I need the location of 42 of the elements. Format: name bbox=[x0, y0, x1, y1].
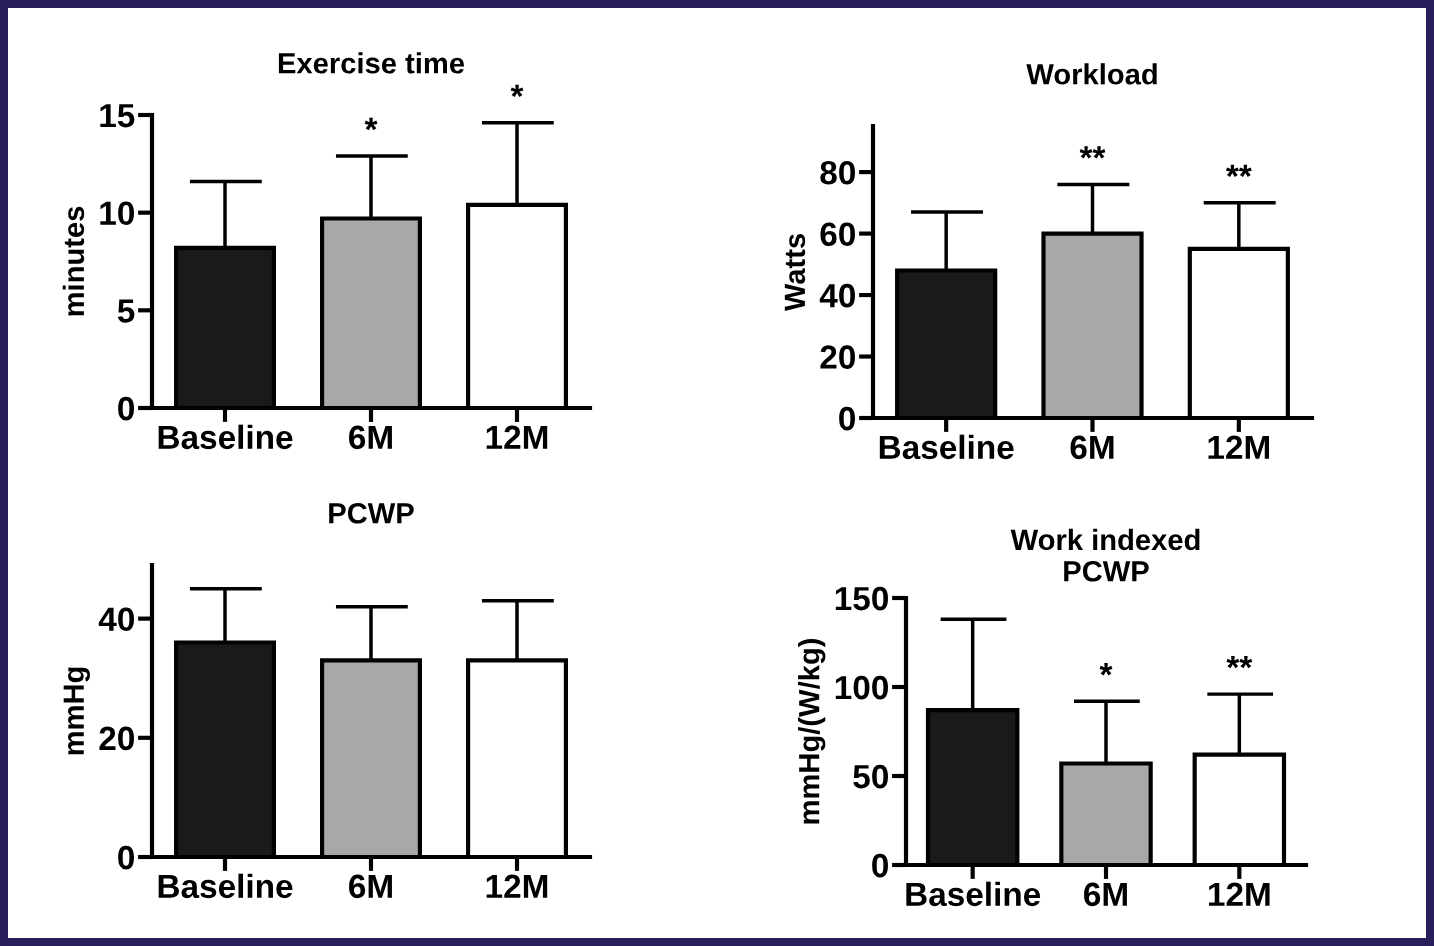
x-tick-label: Baseline bbox=[158, 873, 293, 899]
x-tick-label: 12M bbox=[486, 425, 548, 449]
y-axis-title: mmHg/(W/kg) bbox=[798, 638, 826, 824]
chart-title: Work indexed PCWP bbox=[1010, 528, 1200, 582]
y-tick-label: 10 bbox=[100, 201, 134, 226]
annotation: * bbox=[1099, 663, 1113, 676]
x-tick-label: Baseline bbox=[158, 424, 293, 450]
x-tick-label: Baseline bbox=[879, 434, 1014, 460]
annotation: ** bbox=[1079, 146, 1106, 159]
y-tick-label: 0 bbox=[118, 396, 134, 421]
x-tick-label: 12M bbox=[486, 874, 548, 898]
annotation: * bbox=[364, 117, 378, 131]
y-tick-label: 40 bbox=[98, 607, 134, 632]
y-axis-title: minutes bbox=[62, 206, 85, 316]
y-tick-label: 80 bbox=[820, 160, 855, 185]
y-axis-title: mmHg bbox=[63, 667, 90, 755]
x-tick-label: 6M bbox=[349, 874, 392, 899]
y-tick-label: 0 bbox=[118, 845, 134, 870]
y-axis-title: Watts bbox=[784, 234, 806, 312]
y-tick-label: 20 bbox=[99, 726, 134, 751]
y-tick-label: 0 bbox=[839, 406, 855, 431]
y-tick-label: 50 bbox=[853, 764, 888, 789]
x-tick-label: 6M bbox=[1084, 882, 1127, 907]
chart-title: PCWP bbox=[329, 502, 414, 524]
chart-title: Exercise time bbox=[278, 52, 465, 74]
y-tick-label: 15 bbox=[100, 104, 135, 128]
x-tick-label: 6M bbox=[349, 425, 392, 450]
y-tick-label: 5 bbox=[117, 299, 135, 323]
chart-title: Workload bbox=[1026, 63, 1157, 85]
y-tick-label: 60 bbox=[820, 222, 855, 246]
x-tick-label: 12M bbox=[1208, 435, 1270, 459]
annotation: ** bbox=[1225, 164, 1252, 178]
y-tick-label: 20 bbox=[820, 345, 855, 369]
x-tick-label: 12M bbox=[1209, 882, 1270, 906]
x-tick-label: Baseline bbox=[906, 881, 1041, 907]
x-tick-label: 6M bbox=[1070, 435, 1114, 460]
y-tick-label: 150 bbox=[835, 586, 888, 611]
y-tick-label: 100 bbox=[835, 675, 888, 700]
y-tick-label: 40 bbox=[819, 283, 855, 308]
annotation: ** bbox=[1226, 655, 1253, 669]
annotation: * bbox=[510, 84, 524, 98]
y-tick-label: 0 bbox=[872, 853, 888, 878]
